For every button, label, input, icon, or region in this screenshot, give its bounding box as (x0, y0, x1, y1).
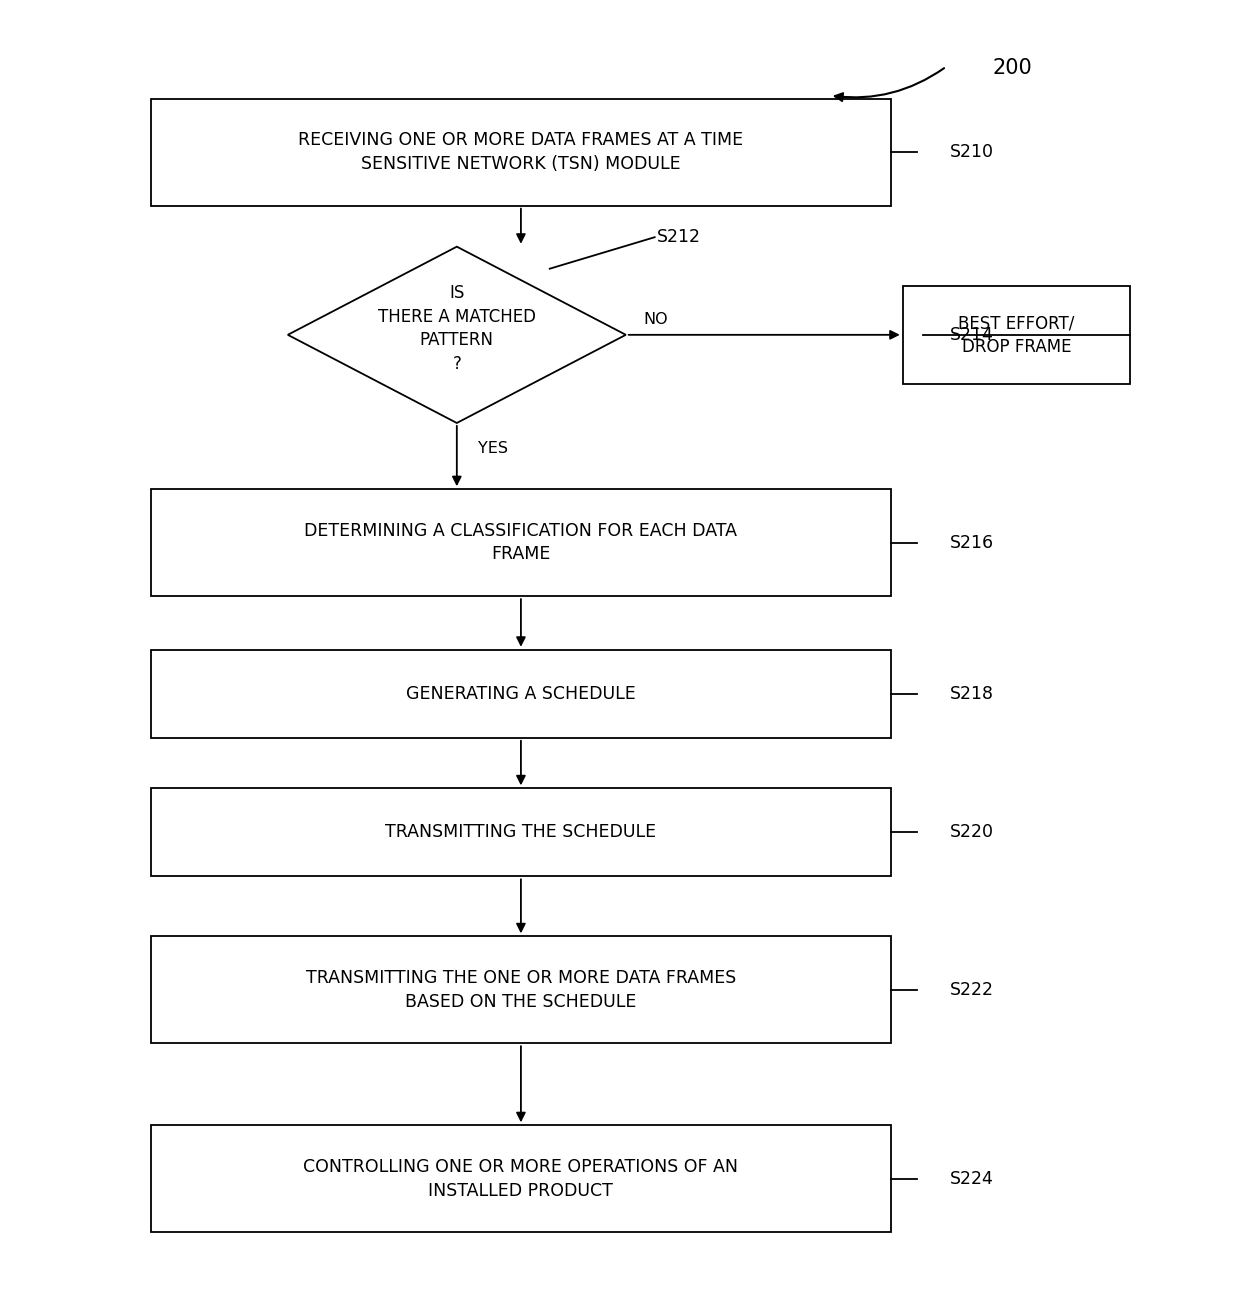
Polygon shape (288, 247, 626, 422)
Text: TRANSMITTING THE ONE OR MORE DATA FRAMES
BASED ON THE SCHEDULE: TRANSMITTING THE ONE OR MORE DATA FRAMES… (306, 970, 737, 1010)
FancyBboxPatch shape (151, 789, 892, 876)
Text: S218: S218 (950, 685, 994, 703)
Text: S224: S224 (950, 1170, 993, 1187)
Text: CONTROLLING ONE OR MORE OPERATIONS OF AN
INSTALLED PRODUCT: CONTROLLING ONE OR MORE OPERATIONS OF AN… (304, 1158, 739, 1199)
Text: 200: 200 (993, 58, 1033, 77)
Text: S220: S220 (950, 824, 994, 841)
Text: S212: S212 (657, 228, 701, 247)
Text: S222: S222 (950, 981, 994, 998)
Text: TRANSMITTING THE SCHEDULE: TRANSMITTING THE SCHEDULE (386, 824, 656, 841)
Text: DETERMINING A CLASSIFICATION FOR EACH DATA
FRAME: DETERMINING A CLASSIFICATION FOR EACH DA… (305, 522, 738, 563)
Text: GENERATING A SCHEDULE: GENERATING A SCHEDULE (405, 685, 636, 703)
Text: BEST EFFORT/
DROP FRAME: BEST EFFORT/ DROP FRAME (959, 314, 1075, 356)
FancyBboxPatch shape (151, 98, 892, 206)
Text: IS
THERE A MATCHED
PATTERN
?: IS THERE A MATCHED PATTERN ? (378, 285, 536, 373)
FancyBboxPatch shape (151, 649, 892, 737)
Text: NO: NO (644, 312, 668, 327)
FancyBboxPatch shape (151, 489, 892, 596)
Text: S214: S214 (950, 325, 993, 344)
Text: S210: S210 (950, 143, 994, 161)
Text: S216: S216 (950, 534, 994, 551)
FancyBboxPatch shape (151, 1126, 892, 1232)
FancyBboxPatch shape (903, 286, 1130, 384)
FancyBboxPatch shape (151, 937, 892, 1043)
Text: RECEIVING ONE OR MORE DATA FRAMES AT A TIME
SENSITIVE NETWORK (TSN) MODULE: RECEIVING ONE OR MORE DATA FRAMES AT A T… (299, 131, 744, 173)
Text: YES: YES (477, 441, 508, 455)
